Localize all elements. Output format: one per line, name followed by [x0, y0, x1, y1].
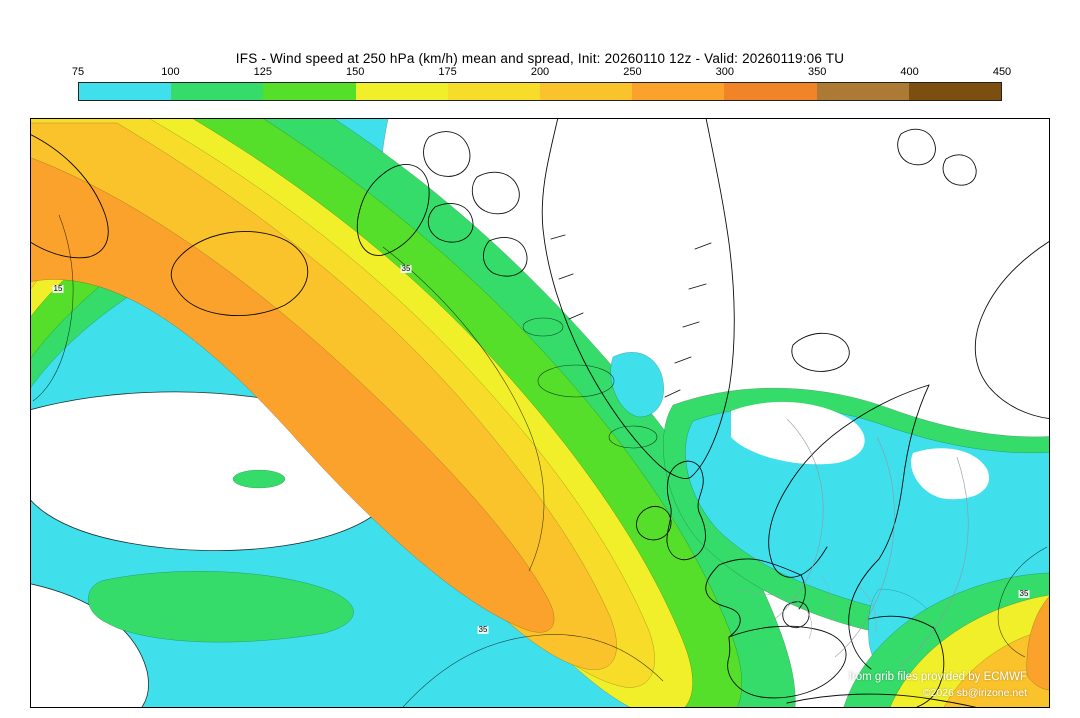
coast-africa [786, 693, 977, 707]
mean-contours [32, 214, 1048, 707]
scale-tick-label: 125 [253, 66, 272, 78]
coast-svalbard [897, 128, 977, 186]
scale-segment-125-150 [263, 83, 356, 100]
contour-label: 35 [400, 264, 412, 273]
calm-gap-scandinavia [731, 401, 865, 465]
coast-iberia [727, 625, 847, 699]
coast-italy [916, 626, 945, 707]
coast-britain [666, 460, 706, 560]
contour-line-east [997, 546, 1048, 658]
spread-line [834, 436, 895, 658]
coast-france [705, 558, 802, 638]
calm-gap-sweden [911, 448, 990, 500]
color-scale-bar [78, 82, 1002, 101]
coast-arctic-russia [974, 241, 1049, 419]
scale-segment-100-125 [171, 83, 264, 100]
coast-sweden [878, 384, 930, 560]
color-scale: 75 100 125 150 175 200 250 300 350 400 450 [72, 66, 1011, 101]
scale-tick-label: 175 [438, 66, 457, 78]
coast-greenland [541, 119, 735, 479]
band-green-stripe-bottom-left [87, 571, 354, 643]
scale-segment-250-300 [632, 83, 725, 100]
scale-segment-150-175 [355, 83, 448, 100]
coast-iceland [791, 332, 850, 372]
contour-line-west [32, 214, 74, 402]
calm-wedge-bottom-left [31, 583, 149, 707]
color-scale-labels: 75 100 125 150 175 200 250 300 350 400 450 [72, 66, 1011, 80]
band-cyan-se-greenland [610, 352, 665, 418]
jet-band-orange-core [31, 157, 555, 633]
coastlines [31, 119, 1049, 707]
scale-tick-label: 300 [715, 66, 734, 78]
scale-segment-350-400 [816, 83, 909, 100]
scale-segment-175-200 [447, 83, 541, 100]
scale-segment-200-250 [540, 83, 633, 100]
contour-oval [537, 364, 615, 398]
coast-ireland [636, 506, 672, 541]
scale-tick-label: 450 [992, 66, 1012, 78]
scale-tick-label: 200 [530, 66, 550, 78]
contour-line-south [402, 634, 664, 707]
scale-segment-300-350 [724, 83, 817, 100]
coast-denmark [782, 574, 810, 629]
coast-newfoundland [170, 231, 309, 316]
spread-contours [736, 418, 969, 668]
contour-oval [522, 317, 564, 337]
coast-labrador [31, 134, 109, 259]
scale-segment-75-100 [79, 83, 172, 100]
coast-arctic-islands [356, 131, 528, 277]
page-title: IFS - Wind speed at 250 hPa (km/h) mean … [235, 51, 845, 66]
contour-label: 35 [1018, 589, 1030, 598]
spread-line [898, 456, 969, 668]
africa-band-gold [943, 629, 1049, 707]
africa-band-orange [1026, 596, 1049, 691]
scale-tick-label: 400 [900, 66, 919, 78]
contour-line-central [382, 246, 545, 572]
scale-segment-400-450 [908, 83, 1002, 100]
attribution-source: from grib files provided by ECMWF [848, 671, 1027, 683]
scale-tick-label: 75 [71, 66, 85, 78]
scale-tick-label: 150 [346, 66, 365, 78]
contour-label: 15 [52, 284, 64, 293]
spread-line [774, 418, 824, 620]
contour-oval [608, 425, 658, 449]
scale-tick-label: 100 [161, 66, 180, 78]
scale-tick-label: 350 [808, 66, 827, 78]
wind-map [31, 119, 1049, 707]
scale-tick-label: 250 [623, 66, 642, 78]
coast-baltic [848, 558, 936, 670]
coast-greenland-fjords [550, 234, 712, 398]
country-border [736, 574, 877, 640]
attribution-copyright: ©2026 sb@irizone.net [922, 687, 1027, 699]
band-green-spot [232, 469, 286, 489]
map-frame: from grib files provided by ECMWF ©2026 … [30, 118, 1050, 708]
contour-label: 35 [477, 625, 489, 634]
